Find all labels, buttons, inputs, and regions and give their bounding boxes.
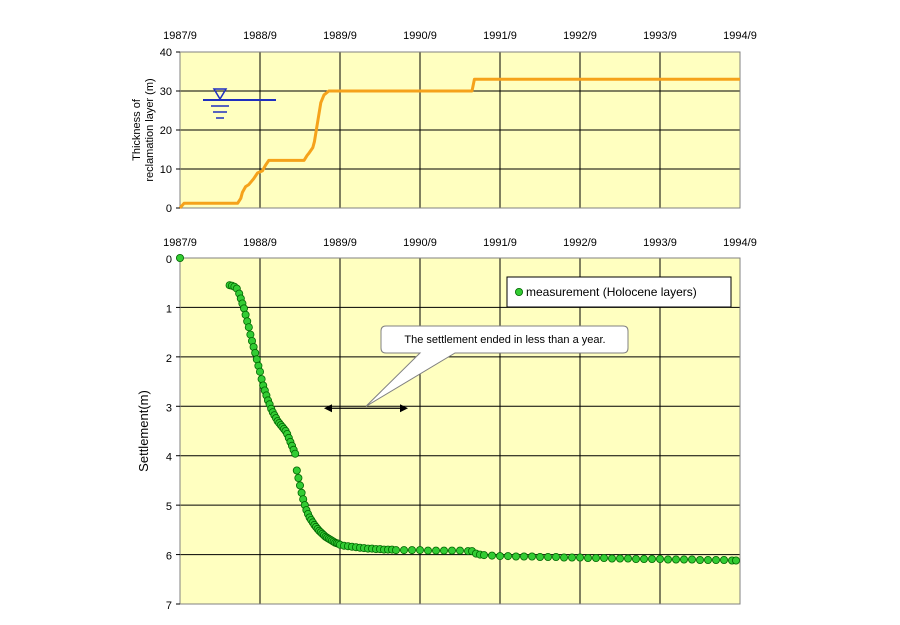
data-point	[255, 367, 264, 376]
y-tick-label: 2	[166, 353, 172, 365]
data-point	[688, 555, 697, 564]
data-point	[552, 553, 561, 562]
y-tick-label: 0	[166, 254, 172, 266]
x-tick-label: 1992/9	[563, 237, 597, 249]
data-point	[584, 554, 593, 563]
data-point	[495, 552, 504, 561]
y-axis-label: Thickness ofreclamation layer (m)	[131, 78, 156, 181]
y-axis-label: Settlement(m)	[136, 390, 151, 472]
data-point	[252, 355, 261, 364]
x-tick-label: 1993/9	[643, 237, 677, 249]
data-point	[640, 555, 649, 564]
x-tick-label: 1994/9	[723, 30, 757, 42]
y-tick-label: 4	[166, 452, 172, 464]
data-point	[175, 253, 184, 262]
plot-border	[179, 257, 741, 605]
x-tick-label: 1987/9	[163, 30, 197, 42]
y-tick-label: 7	[166, 600, 172, 612]
data-point	[536, 553, 545, 562]
legend-box	[506, 276, 732, 308]
data-point	[244, 323, 253, 332]
x-tick-label: 1990/9	[403, 237, 437, 249]
data-point	[560, 553, 569, 562]
data-point	[503, 552, 512, 561]
data-point	[399, 546, 408, 555]
data-point	[479, 551, 488, 560]
x-tick-label: 1989/9	[323, 30, 357, 42]
data-point	[616, 554, 625, 563]
x-tick-label: 1994/9	[723, 237, 757, 249]
data-point	[704, 556, 713, 565]
data-point	[431, 546, 440, 555]
y-axis-label-line: Thickness of	[131, 98, 143, 161]
data-point	[520, 552, 529, 561]
arrow-head-right-icon	[400, 404, 408, 413]
data-point	[656, 555, 665, 564]
x-tick-label: 1992/9	[563, 30, 597, 42]
data-point	[292, 466, 301, 475]
data-point	[544, 553, 553, 562]
data-point	[608, 554, 617, 563]
data-point	[732, 556, 741, 565]
data-point	[696, 556, 705, 565]
data-point	[664, 555, 673, 564]
data-point	[415, 546, 424, 555]
thickness-line	[178, 77, 740, 209]
annotation-text: The settlement ended in less than a year…	[404, 334, 605, 346]
data-point	[720, 556, 729, 565]
data-point	[447, 546, 456, 555]
data-point	[680, 555, 689, 564]
y-tick-label: 1	[166, 303, 172, 315]
x-tick-label: 1991/9	[483, 30, 517, 42]
data-point	[576, 553, 585, 562]
data-point	[632, 555, 641, 564]
x-tick-label: 1993/9	[643, 30, 677, 42]
x-tick-label: 1991/9	[483, 237, 517, 249]
data-point	[512, 552, 521, 561]
plot-area	[180, 258, 740, 604]
data-point	[291, 449, 300, 458]
y-tick-label: 30	[160, 86, 172, 98]
data-point	[712, 556, 721, 565]
data-point	[241, 310, 250, 319]
data-point	[528, 552, 537, 561]
data-point	[648, 555, 657, 564]
annotation-callout	[365, 325, 629, 407]
legend-marker	[515, 287, 524, 296]
arrow-head-left-icon	[324, 404, 332, 413]
y-tick-label: 6	[166, 551, 172, 563]
data-point	[294, 473, 303, 482]
data-point	[423, 546, 432, 555]
data-point	[487, 551, 496, 560]
settlement-chart: 0 1 2 3 4 5 6 7 1987/9 1988/9 1989/9 1990/9 1991/9 19…	[136, 237, 757, 612]
x-tick-label: 1988/9	[243, 30, 277, 42]
data-point	[455, 546, 464, 555]
x-tick-label: 1988/9	[243, 237, 277, 249]
reclamation-thickness-chart: 0 10 20 30 40 1987/9 1988/9 1989/9 1990/9 1991/9 1…	[131, 30, 757, 215]
data-point	[624, 554, 633, 563]
y-axis-label-line: reclamation layer (m)	[144, 78, 156, 181]
data-point	[295, 481, 304, 490]
data-point	[568, 553, 577, 562]
data-point	[439, 546, 448, 555]
data-point	[592, 554, 601, 563]
water-level-triangle-icon	[212, 88, 228, 101]
data-point	[600, 554, 609, 563]
x-tick-label: 1990/9	[403, 30, 437, 42]
y-tick-label: 0	[166, 203, 172, 215]
y-tick-label: 10	[160, 164, 172, 176]
y-tick-label: 20	[160, 125, 172, 137]
data-point	[391, 546, 400, 555]
data-point	[672, 555, 681, 564]
y-tick-label: 3	[166, 402, 172, 414]
x-tick-label: 1987/9	[163, 237, 197, 249]
y-tick-label: 5	[166, 501, 172, 513]
data-point	[407, 546, 416, 555]
x-tick-label: 1989/9	[323, 237, 357, 249]
legend-label: measurement (Holocene layers)	[526, 285, 697, 299]
y-tick-label: 40	[160, 47, 172, 59]
